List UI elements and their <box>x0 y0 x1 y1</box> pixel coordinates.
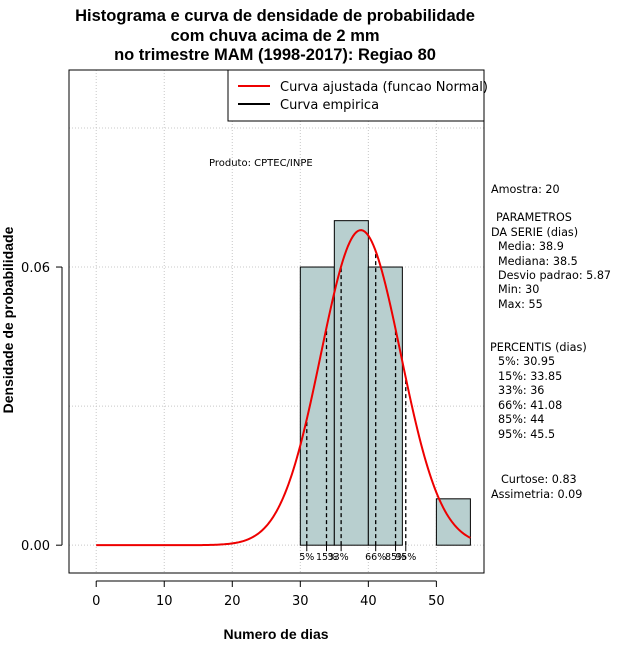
stat-sample: Amostra: 20 <box>491 183 560 196</box>
x-tick-label: 30 <box>292 594 309 609</box>
stat-params-header-1: PARAMETROS <box>496 211 572 224</box>
plot-frame <box>68 69 485 574</box>
legend: Curva ajustada (funcao Normal) Curva emp… <box>227 69 488 122</box>
x-tick-label: 50 <box>428 594 445 609</box>
stat-p66: 66%: 41.08 <box>498 399 562 412</box>
product-label: Produto: CPTEC/INPE <box>209 158 313 169</box>
percentile-label: 95% <box>395 552 416 563</box>
legend-box <box>227 69 485 122</box>
stats-panel: Amostra: 20 PARAMETROS DA SERIE (dias) M… <box>490 183 611 501</box>
stat-curtose: Curtose: 0.83 <box>501 473 577 486</box>
stat-desvio: Desvio padrao: 5.87 <box>498 269 611 282</box>
stat-max: Max: 55 <box>498 298 543 311</box>
histogram-bar <box>333 220 369 546</box>
x-axis-label: Numero de dias <box>223 626 328 642</box>
normal-curve-line <box>96 229 471 547</box>
legend-label-fitted: Curva ajustada (funcao Normal) <box>280 80 488 95</box>
stat-params-header-2: DA SERIE (dias) <box>491 226 578 239</box>
percentile-label: 85% <box>385 552 406 563</box>
y-axis-label: Densidade de probabilidade <box>0 226 16 413</box>
stat-percentis-header: PERCENTIS (dias) <box>490 341 587 354</box>
x-tick-label: 10 <box>156 594 173 609</box>
stat-media: Media: 38.9 <box>498 240 564 253</box>
percentile-lines: 5% 15%33% 66%85%95% <box>299 251 416 563</box>
grid <box>69 70 484 573</box>
stat-p5: 5%: 30.95 <box>498 355 555 368</box>
percentile-label: 66% <box>365 552 386 563</box>
legend-label-empirical: Curva empirica <box>280 98 379 113</box>
histogram-bar <box>367 266 403 546</box>
x-tick-label: 40 <box>360 594 377 609</box>
y-tick-label: 0.00 <box>21 539 50 554</box>
x-tick-label: 0 <box>92 594 100 609</box>
axes: 0 10 20 30 40 50 0.00 0.06 <box>21 261 445 609</box>
y-tick-label: 0.06 <box>21 261 50 276</box>
percentile-label: 5% <box>299 552 314 563</box>
percentile-label: 15% <box>316 552 337 563</box>
stat-assimetria: Assimetria: 0.09 <box>491 488 582 501</box>
stat-p15: 15%: 33.85 <box>498 370 562 383</box>
stat-min: Min: 30 <box>498 283 539 296</box>
stat-mediana: Mediana: 38.5 <box>498 255 578 268</box>
x-tick-label: 20 <box>224 594 241 609</box>
histogram-bars <box>299 220 471 546</box>
chart-title-line-3: no trimestre MAM (1998-2017): Regiao 80 <box>114 46 436 64</box>
chart-title-line-2: com chuva acima de 2 mm <box>170 27 379 45</box>
chart-title-line-1: Histograma e curva de densidade de proba… <box>75 7 475 25</box>
percentile-label: 33% <box>328 552 349 563</box>
stat-p95: 95%: 45.5 <box>498 428 555 441</box>
stat-p85: 85%: 44 <box>498 413 544 426</box>
histogram-bar <box>299 266 335 546</box>
stat-p33: 33%: 36 <box>498 384 544 397</box>
